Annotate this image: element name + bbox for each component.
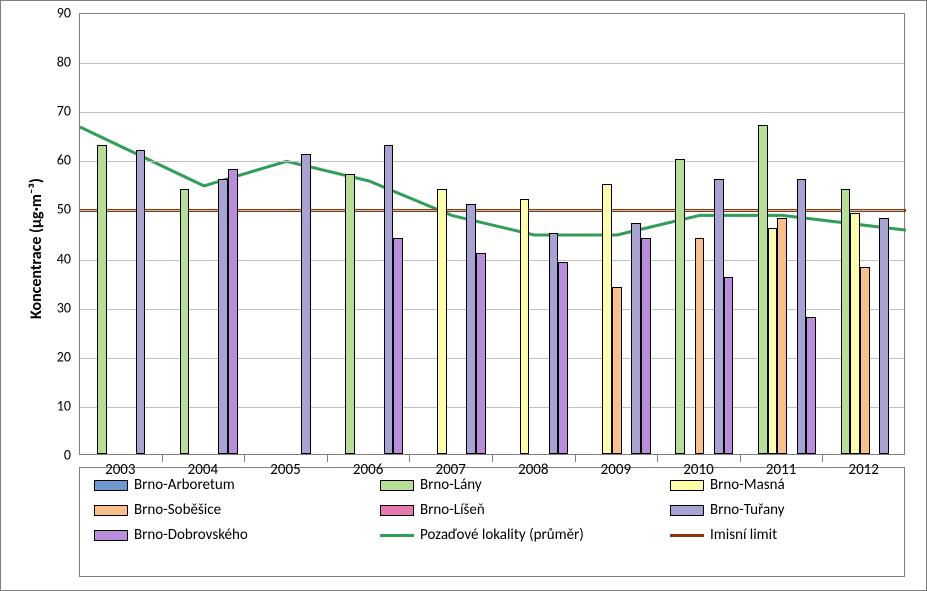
legend-item: Brno-Soběšice (94, 501, 221, 519)
legend-label: Brno-Líšeň (420, 501, 485, 519)
legend-item: Imisní limit (670, 526, 777, 544)
x-tick-mark (492, 455, 493, 462)
x-tick-label: 2004 (188, 461, 218, 479)
bar-turany (301, 154, 311, 454)
y-tick-label: 60 (41, 152, 71, 169)
bar-dobrovskeho (641, 238, 651, 454)
legend-item: Pozaďové lokality (průměr) (380, 526, 584, 544)
year-group (418, 14, 486, 454)
legend-swatch-box (94, 505, 128, 516)
legend-label: Brno-Dobrovského (134, 526, 248, 544)
chart-legend: Brno-ArboretumBrno-LányBrno-MasnáBrno-So… (79, 467, 905, 577)
legend-label: Brno-Arboretum (134, 476, 235, 494)
bar-dobrovskeho (476, 253, 486, 454)
x-tick-mark (575, 455, 576, 462)
y-tick-label: 70 (41, 103, 71, 120)
bar-sobesice (695, 238, 705, 454)
bar-sobesice (777, 218, 787, 454)
bar-turany (466, 204, 476, 454)
bar-lany (345, 174, 355, 454)
x-tick-mark (740, 455, 741, 462)
bar-dobrovskeho (806, 317, 816, 455)
bar-turany (384, 145, 394, 454)
x-tick-label: 2009 (601, 461, 631, 479)
x-tick-mark (327, 455, 328, 462)
y-tick-label: 80 (41, 54, 71, 71)
y-tick-label: 40 (41, 250, 71, 267)
year-group (253, 14, 321, 454)
bar-lany (841, 189, 851, 454)
legend-swatch-box (94, 530, 128, 541)
bar-masna (437, 189, 447, 454)
bar-dobrovskeho (558, 262, 568, 454)
bar-dobrovskeho (393, 238, 403, 454)
plot-area (79, 13, 905, 455)
bar-masna (850, 213, 860, 454)
legend-item: Brno-Tuřany (670, 501, 785, 519)
legend-label: Brno-Soběšice (134, 501, 221, 519)
bar-masna (602, 184, 612, 454)
bar-lany (180, 189, 190, 454)
y-axis-title: Koncentrace (µg·m⁻³) (27, 178, 46, 319)
year-group (583, 14, 651, 454)
x-tick-mark (657, 455, 658, 462)
legend-item: Brno-Dobrovského (94, 526, 248, 544)
bar-turany (879, 218, 889, 454)
year-group (748, 14, 816, 454)
legend-swatch-line (380, 534, 414, 537)
legend-label: Pozaďové lokality (průměr) (420, 526, 584, 544)
x-tick-label: 2007 (435, 461, 465, 479)
legend-swatch-box (670, 505, 704, 516)
y-tick-label: 30 (41, 299, 71, 316)
y-tick-label: 90 (41, 5, 71, 22)
legend-label: Brno-Tuřany (710, 501, 785, 519)
x-tick-mark (822, 455, 823, 462)
x-tick-label: 2008 (518, 461, 548, 479)
bar-dobrovskeho (228, 169, 238, 454)
year-group (87, 14, 155, 454)
bar-dobrovskeho (724, 277, 734, 454)
bar-turany (218, 179, 228, 454)
concentration-chart: Koncentrace (µg·m⁻³) Brno-Arboretum Brno-… (0, 0, 927, 591)
legend-label: Imisní limit (710, 526, 777, 544)
bar-masna (520, 199, 530, 454)
bar-lany (97, 145, 107, 454)
legend-swatch-box (94, 480, 128, 491)
legend-swatch-box (670, 480, 704, 491)
x-tick-label: 2003 (105, 461, 135, 479)
year-group (666, 14, 734, 454)
bar-turany (797, 179, 807, 454)
y-tick-label: 0 (41, 447, 71, 464)
year-group (335, 14, 403, 454)
bar-masna (768, 228, 778, 454)
bar-turany (549, 233, 559, 454)
bar-sobesice (860, 267, 870, 454)
y-tick-label: 20 (41, 348, 71, 365)
x-tick-label: 2012 (848, 461, 878, 479)
legend-swatch-line (670, 534, 704, 537)
bar-turany (136, 150, 146, 454)
legend-swatch-box (380, 480, 414, 491)
bar-sobesice (612, 287, 622, 454)
year-group (500, 14, 568, 454)
bar-turany (631, 223, 641, 454)
bar-lany (675, 159, 685, 454)
legend-swatch-box (380, 505, 414, 516)
y-tick-label: 50 (41, 201, 71, 218)
x-tick-label: 2011 (766, 461, 796, 479)
year-group (170, 14, 238, 454)
x-tick-mark (244, 455, 245, 462)
year-group (831, 14, 899, 454)
bar-turany (714, 179, 724, 454)
legend-item: Brno-Líšeň (380, 501, 485, 519)
x-tick-label: 2005 (270, 461, 300, 479)
x-tick-mark (409, 455, 410, 462)
x-tick-label: 2010 (683, 461, 713, 479)
legend-item: Brno-Lány (380, 476, 482, 494)
bar-lany (758, 125, 768, 454)
x-tick-mark (162, 455, 163, 462)
x-tick-label: 2006 (353, 461, 383, 479)
y-tick-label: 10 (41, 397, 71, 414)
